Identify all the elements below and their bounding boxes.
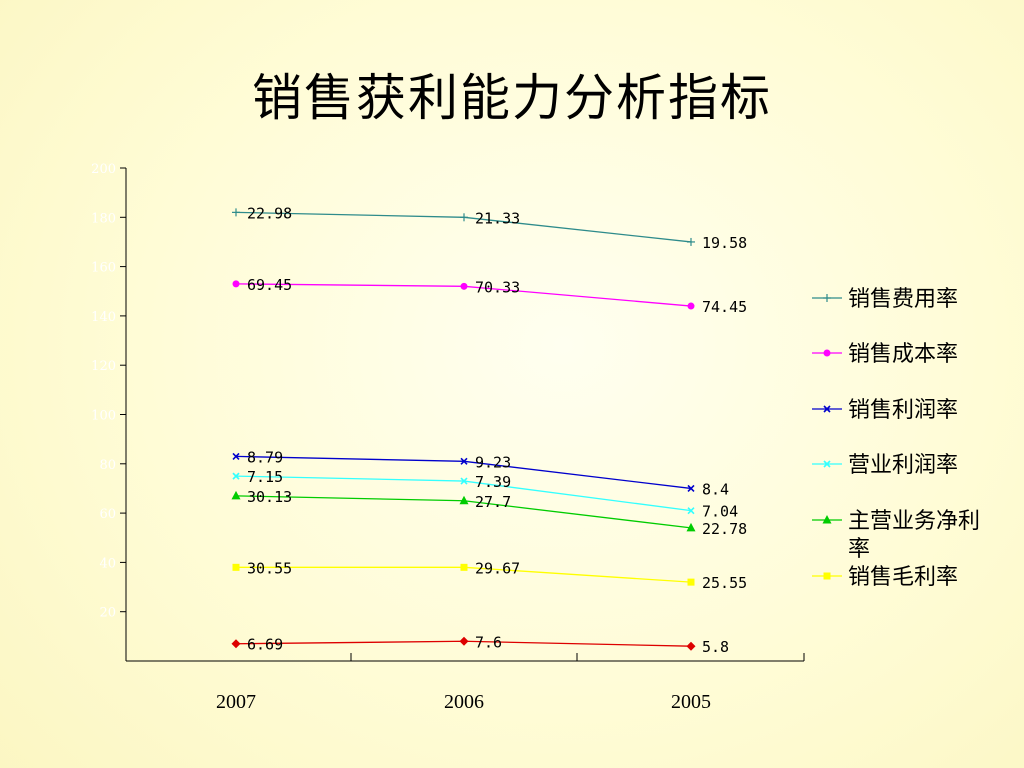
- series: [232, 280, 695, 310]
- data-point: [823, 460, 831, 468]
- data-label: 27.7: [475, 493, 511, 511]
- data-label: 5.8: [702, 638, 729, 656]
- legend-item: 销售成本率: [812, 342, 958, 367]
- data-label: 7.04: [702, 503, 738, 521]
- data-point: [459, 495, 469, 505]
- data-label: 21.33: [475, 209, 520, 227]
- legend-label: 销售成本率: [848, 342, 958, 367]
- legend-label: 销售利润率: [848, 398, 958, 423]
- legend-label: 销售费用率: [848, 287, 958, 312]
- data-label: 19.58: [702, 234, 747, 252]
- data-label: 22.98: [247, 204, 292, 222]
- data-point: [460, 563, 468, 571]
- legend-item: 销售利润率: [812, 398, 958, 423]
- series: [232, 472, 695, 515]
- y-tick-label: 140: [91, 310, 116, 325]
- y-tick-label: 60: [99, 507, 116, 522]
- data-label: 25.55: [702, 574, 747, 592]
- data-label: 7.15: [247, 468, 283, 486]
- data-point: [232, 280, 240, 288]
- data-label: 70.33: [475, 278, 520, 296]
- data-point: [823, 349, 831, 357]
- x-category-label: 2007: [216, 691, 256, 713]
- data-point: [232, 208, 240, 217]
- data-label: 7.39: [475, 473, 511, 491]
- legend-label: 营业利润率: [848, 453, 958, 478]
- legend-item: 营业利润率: [812, 453, 958, 478]
- data-point: [687, 578, 695, 586]
- y-tick-label: 160: [91, 261, 116, 276]
- series: [232, 208, 695, 246]
- data-point: [232, 452, 240, 460]
- y-tick-label: 120: [91, 359, 116, 374]
- data-point: [686, 522, 696, 532]
- data-label: 8.79: [247, 448, 283, 466]
- legend-item: 销售费用率: [812, 287, 958, 312]
- data-point: [460, 457, 468, 465]
- series-lines: [231, 208, 696, 651]
- data-point: [232, 563, 240, 571]
- x-category-label: 2005: [671, 691, 711, 713]
- data-point: [687, 484, 695, 493]
- y-tick-label: 20: [99, 606, 116, 621]
- data-point: [823, 572, 831, 580]
- chart-axes: 20 40 60 80 100 120 140 160 180 200 2007 2006 2005: [91, 162, 805, 713]
- data-point: [459, 636, 469, 646]
- data-label: 9.23: [475, 453, 511, 471]
- data-point: [687, 302, 695, 310]
- y-tick-label: 100: [91, 409, 116, 424]
- series: [231, 490, 696, 532]
- y-tick-label: 40: [99, 556, 116, 571]
- data-label: 69.45: [247, 276, 292, 294]
- data-point: [823, 294, 831, 302]
- data-label: 6.69: [247, 636, 283, 654]
- data-label: 29.67: [475, 559, 520, 577]
- data-label: 7.6: [475, 633, 502, 651]
- data-label: 30.13: [247, 488, 292, 506]
- data-point: [823, 405, 831, 413]
- data-point: [686, 641, 696, 651]
- data-label: 30.55: [247, 559, 292, 577]
- data-point: [460, 282, 468, 290]
- chart-title: 销售获利能力分析指标: [252, 69, 772, 127]
- data-point: [232, 472, 240, 480]
- y-tick-label: 80: [99, 458, 116, 473]
- data-labels: 22.98 21.33 19.58 69.45 70.33 74.45 8.79 9.23 8.…: [247, 204, 747, 656]
- legend-label: 销售毛利率: [848, 565, 958, 590]
- data-point: [231, 490, 241, 500]
- data-label: 8.4: [702, 480, 729, 498]
- data-label: 74.45: [702, 298, 747, 316]
- x-category-label: 2006: [444, 691, 484, 713]
- data-point: [460, 477, 468, 485]
- data-point: [687, 507, 695, 515]
- data-point: [460, 213, 468, 222]
- y-tick-label: 200: [91, 162, 116, 177]
- legend-label: 主营业务净利: [848, 509, 980, 534]
- series: [232, 563, 695, 586]
- data-point: [687, 237, 695, 246]
- data-label: 22.78: [702, 520, 747, 538]
- y-tick-label: 180: [91, 211, 116, 226]
- data-point: [231, 639, 241, 649]
- series: [231, 636, 696, 651]
- legend-label: 率: [848, 537, 870, 562]
- data-point: [822, 515, 832, 524]
- series: [232, 452, 695, 493]
- legend-item: 销售毛利率: [812, 565, 958, 590]
